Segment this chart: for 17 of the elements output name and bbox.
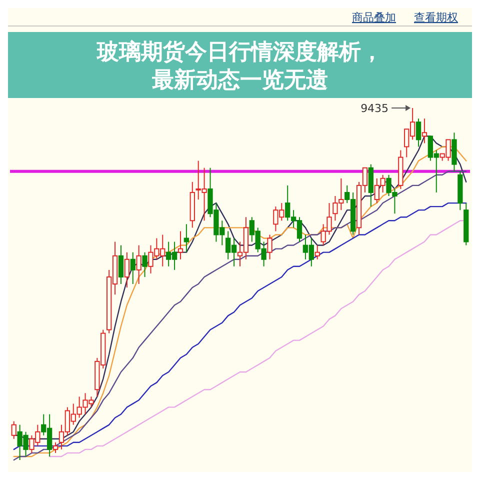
candlestick [124,252,130,288]
candlestick [142,252,148,278]
candlestick [422,118,428,144]
candlestick [314,244,320,260]
candlestick [267,234,272,260]
text: 查看期权 [414,11,458,24]
candlestick [52,442,58,454]
candlestick [130,252,136,284]
candlestick [184,224,190,253]
candlestick [416,118,422,148]
chart-title: 玻璃期货今日行情深度解析，最新动态一览无遗 [96,39,383,93]
text: 商品叠加 [352,11,396,24]
candlestick [136,244,142,284]
candlestick [11,420,16,440]
candlestick [118,244,124,284]
candlestick [178,230,184,260]
annotation: 9435 [360,102,389,115]
